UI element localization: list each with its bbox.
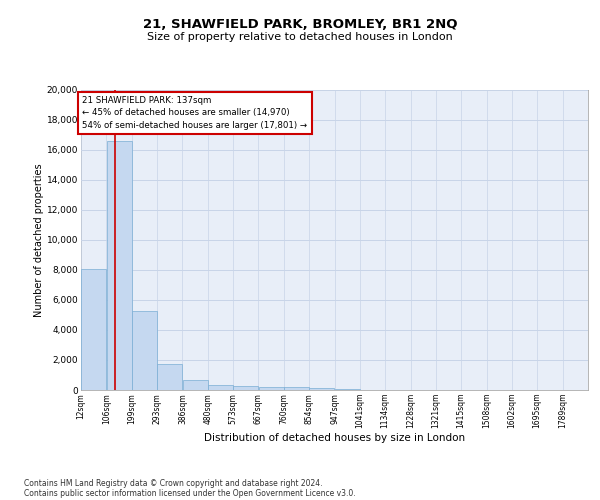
- Bar: [182, 380, 208, 390]
- Text: Contains public sector information licensed under the Open Government Licence v3: Contains public sector information licen…: [24, 488, 356, 498]
- Bar: [107, 141, 131, 390]
- Bar: [284, 387, 309, 390]
- Y-axis label: Number of detached properties: Number of detached properties: [34, 163, 44, 317]
- Bar: [233, 386, 259, 390]
- Text: Size of property relative to detached houses in London: Size of property relative to detached ho…: [147, 32, 453, 42]
- Bar: [157, 364, 182, 390]
- Bar: [132, 310, 157, 390]
- Text: 21, SHAWFIELD PARK, BROMLEY, BR1 2NQ: 21, SHAWFIELD PARK, BROMLEY, BR1 2NQ: [143, 18, 457, 30]
- X-axis label: Distribution of detached houses by size in London: Distribution of detached houses by size …: [204, 432, 465, 442]
- Bar: [309, 388, 334, 390]
- Bar: [259, 387, 284, 390]
- Bar: [335, 389, 360, 390]
- Text: Contains HM Land Registry data © Crown copyright and database right 2024.: Contains HM Land Registry data © Crown c…: [24, 478, 323, 488]
- Bar: [81, 268, 106, 390]
- Bar: [208, 385, 233, 390]
- Text: 21 SHAWFIELD PARK: 137sqm
← 45% of detached houses are smaller (14,970)
54% of s: 21 SHAWFIELD PARK: 137sqm ← 45% of detac…: [82, 96, 308, 130]
